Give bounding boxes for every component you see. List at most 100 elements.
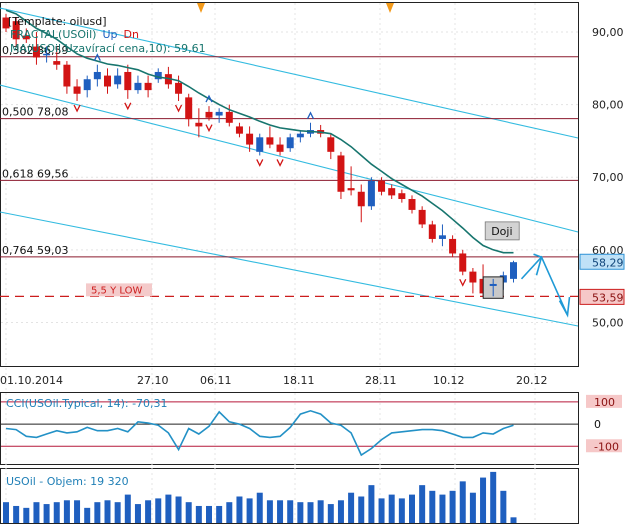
current-price-label: 58,29 [592, 256, 624, 269]
candle-body [2, 17, 10, 29]
price-tick: 70,00 [592, 171, 624, 184]
volume-bar [134, 504, 141, 523]
candle-body [63, 64, 71, 87]
volume-bar [297, 502, 304, 523]
volume-bar [459, 481, 466, 523]
low-label: 5,5 Y LOW [91, 285, 142, 296]
candle-body [266, 137, 274, 145]
cci-label: CCI(USOil.Typical, 14): -70,31 [6, 397, 168, 410]
volume-bar [277, 500, 284, 523]
candle-body [489, 283, 497, 286]
candle-body [114, 75, 122, 85]
volume-bar [13, 505, 20, 523]
top-marker-left[interactable] [197, 3, 205, 13]
volume-bar [155, 498, 162, 523]
volume-bar [490, 471, 497, 523]
candle-body [185, 97, 193, 120]
candle-body [93, 71, 101, 80]
doji-label-bg [484, 221, 520, 241]
candle-body [428, 224, 436, 239]
candle-body [53, 61, 61, 65]
candle-body [510, 262, 517, 279]
candle-body [408, 199, 416, 210]
channel-line [0, 7, 579, 139]
candle-body [154, 71, 162, 80]
volume-bar [175, 496, 182, 523]
volume-bar [216, 505, 223, 523]
volume-panel-frame [0, 468, 579, 524]
doji-candle [489, 278, 497, 297]
candle-body [286, 137, 294, 149]
fib-label: 0,500 78,08 [2, 106, 68, 119]
volume-bar [94, 502, 101, 523]
candle-body [459, 253, 467, 272]
candle-body [104, 75, 111, 87]
price-tick: 60,00 [592, 244, 624, 257]
date-tick: 18.11 [283, 374, 315, 387]
cci-level-bg [586, 439, 622, 453]
candle-body [22, 35, 30, 40]
volume-bar [104, 500, 111, 523]
low-label-bg [86, 283, 152, 297]
candle-body [276, 144, 284, 152]
candle-body [418, 209, 426, 225]
channel-line [0, 211, 579, 327]
channel-line [0, 84, 579, 233]
volume-bar [388, 494, 395, 523]
date-tick: 06.11 [200, 374, 232, 387]
fractal-up-marker [93, 53, 101, 62]
cci-panel-frame [0, 392, 579, 465]
volume-bar [419, 485, 426, 523]
candle-body [235, 126, 243, 134]
volume-bar [33, 502, 40, 523]
fibonacci-levels: 0,382 86,590,500 78,080,618 69,560,764 5… [0, 44, 578, 258]
volume-bar [327, 504, 334, 523]
candle-body [378, 180, 386, 192]
candle-body [124, 71, 132, 91]
candle-body [449, 238, 457, 254]
template-label: [Template: oilusd] [8, 15, 107, 28]
projection-path [520, 255, 569, 316]
date-tick: 27.10 [137, 374, 169, 387]
ma-label: MA(USOil.Uzavírací cena,10): 59,61 [10, 42, 206, 55]
date-tick: 28.11 [365, 374, 397, 387]
volume-bar [53, 502, 60, 523]
candle-body [367, 180, 375, 207]
candle-body [12, 21, 20, 40]
volume-bar [429, 490, 436, 523]
volume-bars [3, 471, 517, 523]
candle-body [398, 193, 406, 200]
fib-label: 0,764 59,03 [2, 244, 68, 257]
candle-body [225, 111, 233, 123]
grid [1, 3, 578, 523]
volume-bar [43, 504, 50, 523]
fractal-down-marker [205, 124, 213, 133]
candle-body [246, 133, 254, 145]
volume-bar [226, 502, 233, 523]
main-panel-frame [0, 2, 579, 367]
low-price-flag [579, 288, 625, 305]
candle-body [256, 137, 264, 152]
volume-bar [206, 505, 212, 523]
candle-body [215, 111, 223, 116]
arrow-head-down [558, 296, 571, 318]
fractal-down-marker [174, 104, 183, 113]
current-price-flag [579, 253, 625, 270]
cci-level-label: -100 [594, 440, 619, 453]
volume-bar [368, 485, 375, 523]
volume-bar [287, 500, 294, 523]
volume-bar [236, 496, 243, 523]
volume-bar [256, 492, 263, 523]
date-tick: 20.12 [516, 374, 548, 387]
top-marker-right[interactable] [386, 3, 394, 13]
volume-bar [124, 494, 131, 523]
candle-body [144, 82, 152, 91]
candle-body [357, 191, 365, 207]
fractal-markers [73, 53, 467, 287]
volume-bar [439, 494, 446, 523]
ma-line [5, 9, 514, 254]
volume-bar [145, 500, 152, 523]
fractal-down-marker [124, 102, 132, 111]
cci-level-bg [586, 417, 622, 431]
